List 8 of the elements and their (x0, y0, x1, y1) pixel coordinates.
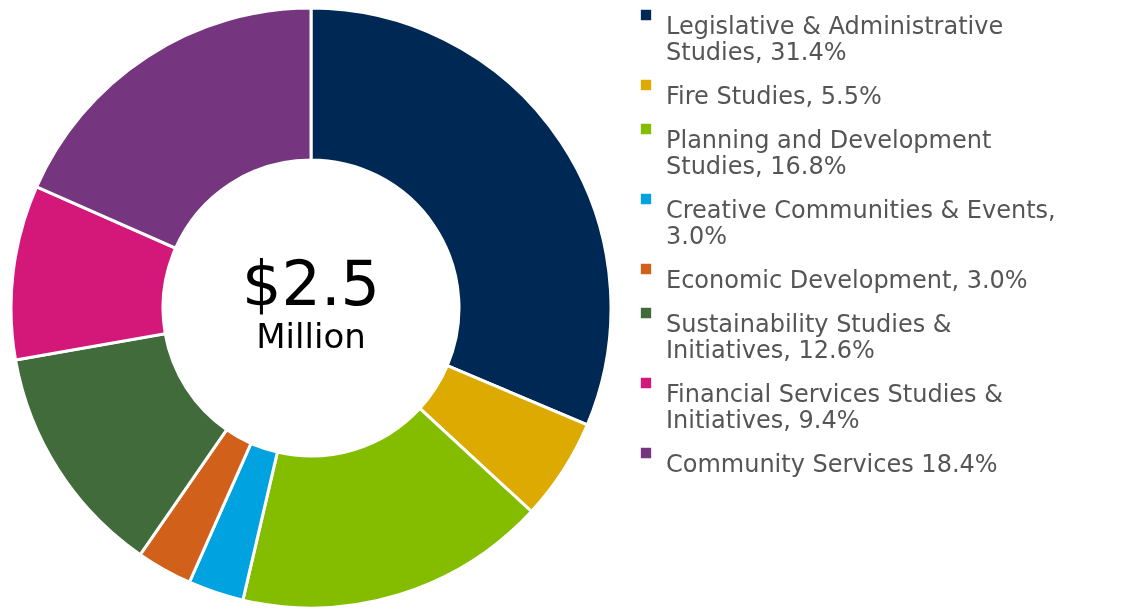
legend-label: Legislative & Administrative Studies, 31.4% (666, 12, 1004, 66)
legend-label: Planning and Development Studies, 16.8% (666, 126, 992, 180)
legend-label: Creative Communities & Events, 3.0% (666, 196, 1056, 250)
legend-label: Sustainability Studies & Initiatives, 12.6% (666, 310, 952, 364)
legend-label: Financial Services Studies & Initiatives, 9.4% (666, 380, 1003, 434)
legend-label: Community Services 18.4% (666, 450, 998, 478)
legend-label: Fire Studies, 5.5% (666, 82, 882, 110)
legend-label: Economic Development, 3.0% (666, 266, 1028, 294)
